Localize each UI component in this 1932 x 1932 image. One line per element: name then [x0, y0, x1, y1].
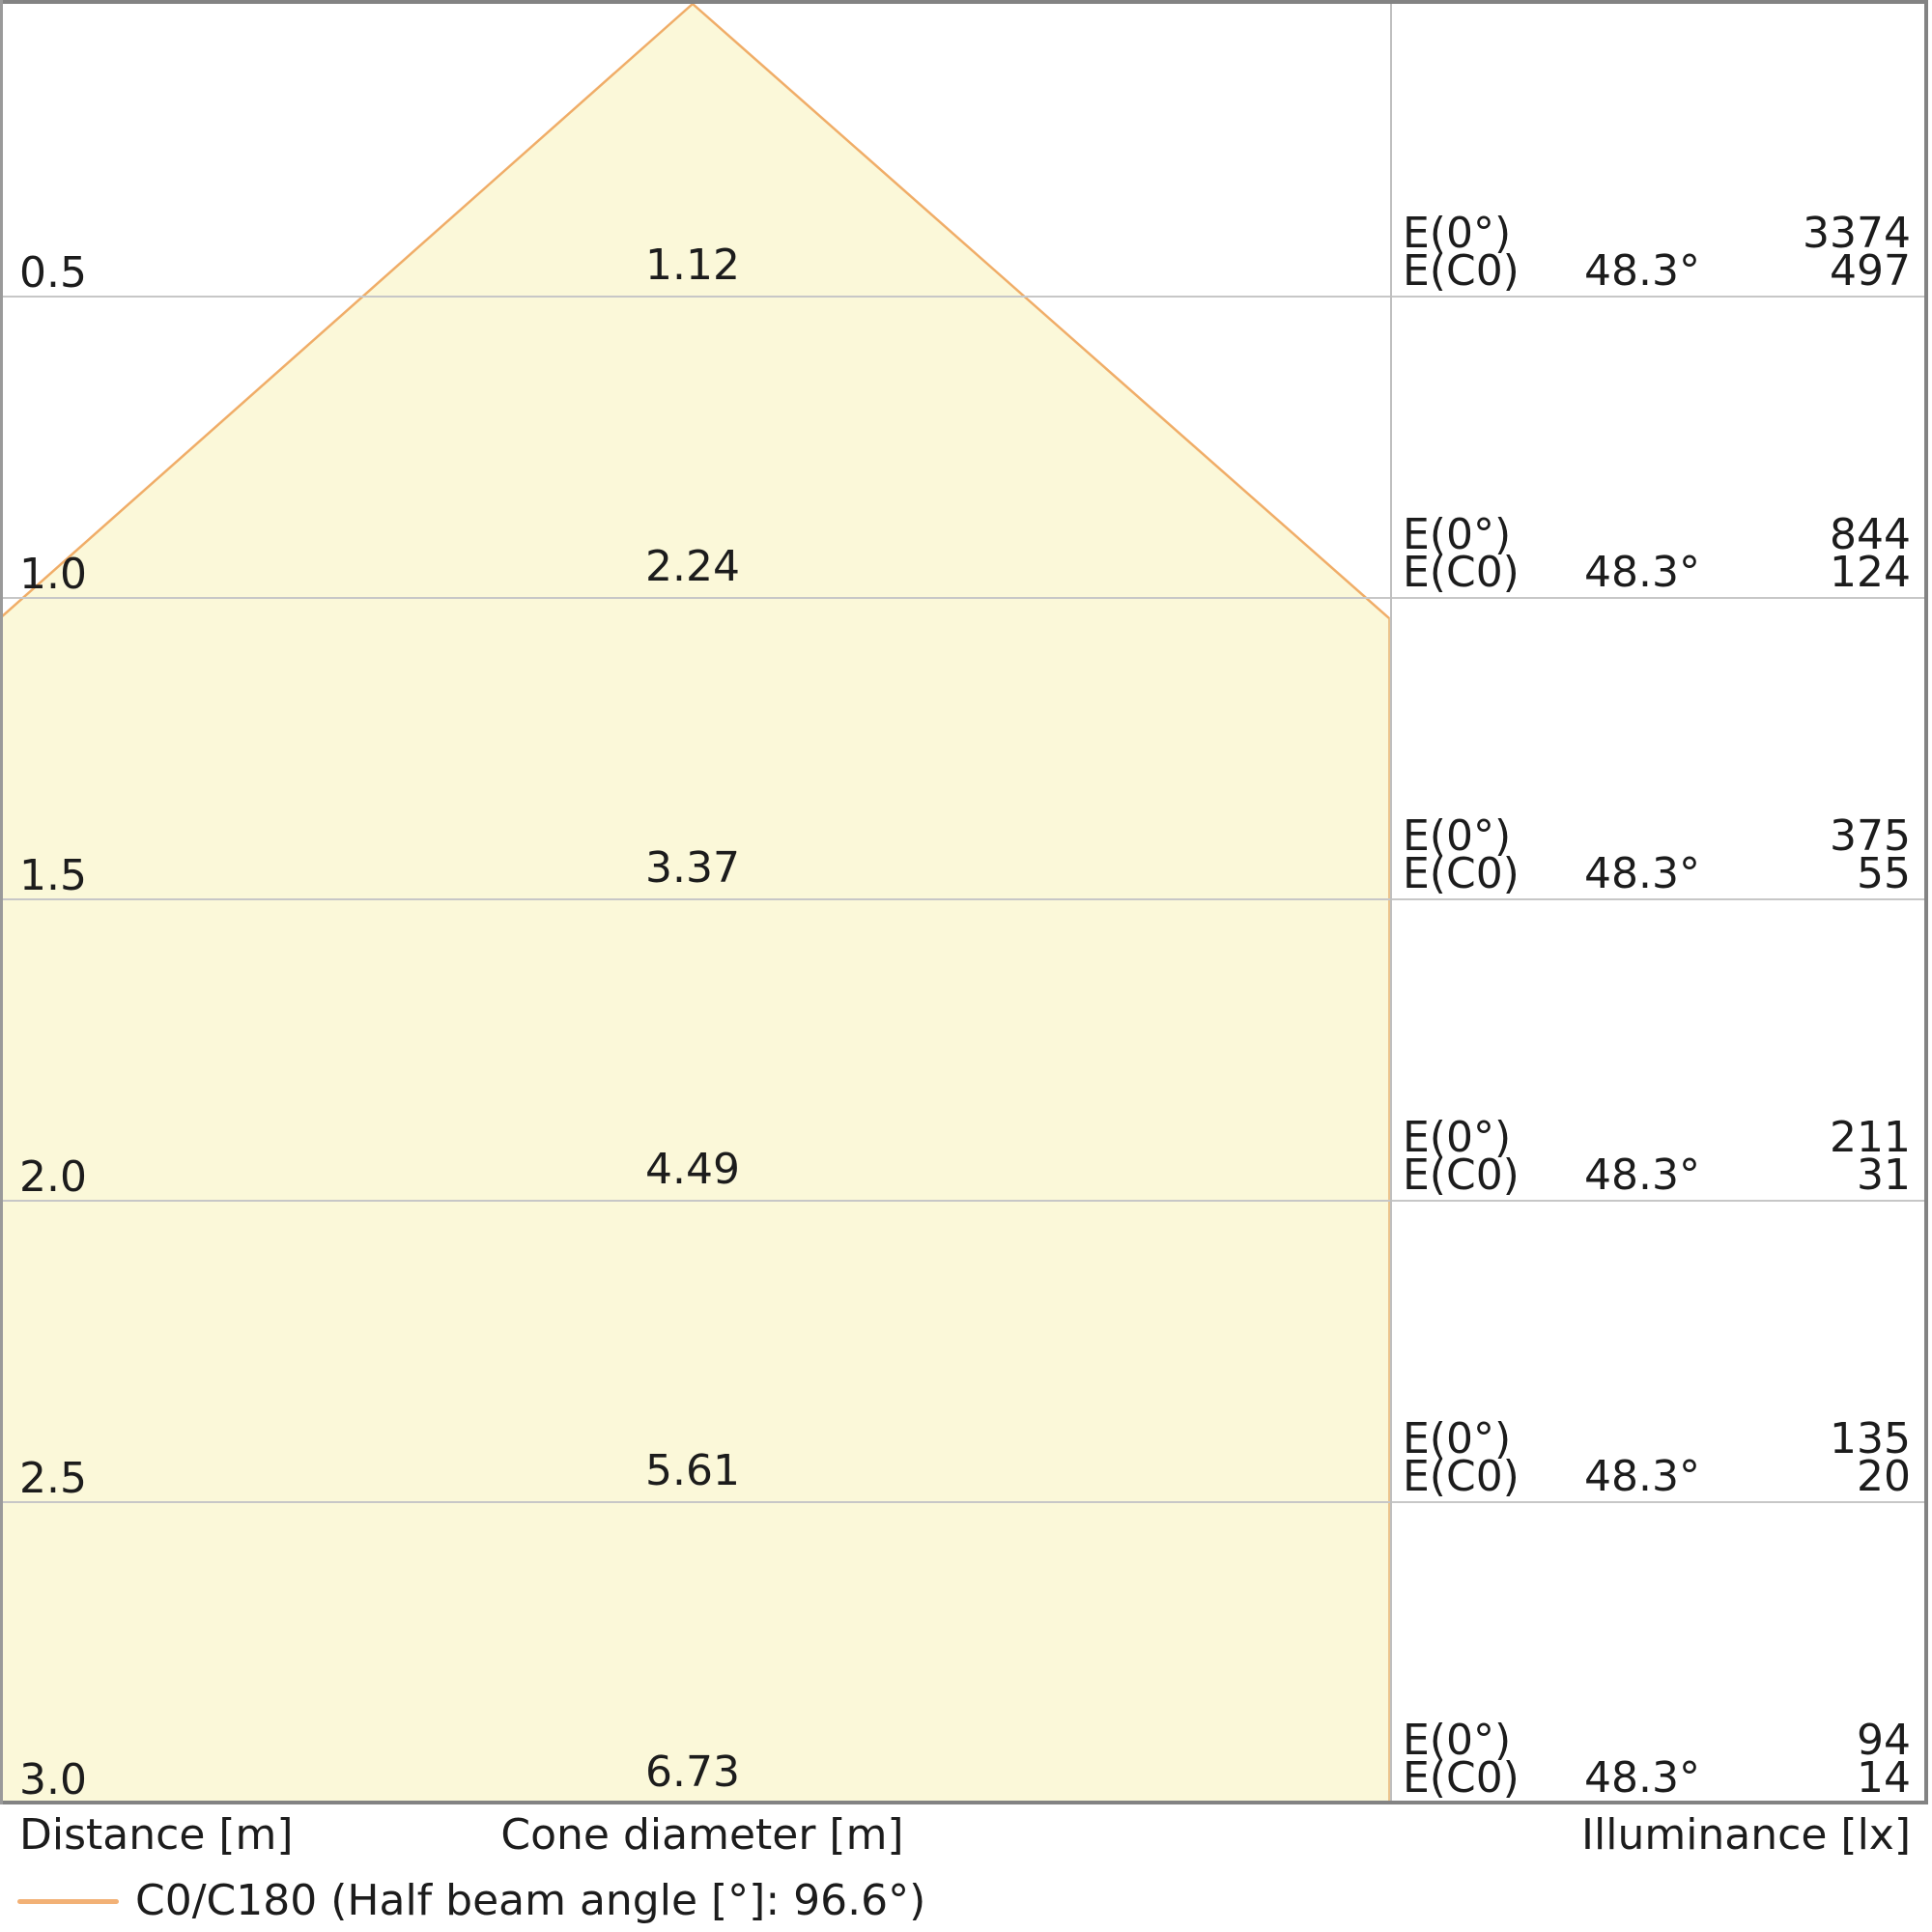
- e0-value: 135: [1830, 1414, 1911, 1463]
- ec0-value: 497: [1830, 246, 1911, 296]
- chart-border-right: [1924, 0, 1928, 1804]
- ec0-value: 55: [1857, 849, 1911, 898]
- e0-label: E(0°): [1403, 209, 1512, 258]
- ec0-label: E(C0): [1403, 246, 1520, 296]
- beam-angle-value: 48.3°: [1584, 1151, 1700, 1200]
- cone-diameter-axis-caption: Cone diameter [m]: [500, 1810, 904, 1860]
- chart-border-top: [0, 0, 1928, 4]
- ec0-label: E(C0): [1403, 548, 1520, 597]
- cone-diameter-value: 2.24: [645, 542, 740, 591]
- e0-label: E(0°): [1403, 1716, 1512, 1765]
- cone-edge-right-line: [692, 3, 1390, 619]
- beam-angle-value: 48.3°: [1584, 849, 1700, 898]
- beam-angle-value: 48.3°: [1584, 1452, 1700, 1501]
- distance-tick-label: 0.5: [19, 248, 87, 298]
- e0-value: 375: [1830, 811, 1911, 861]
- ec0-value: 31: [1857, 1151, 1911, 1200]
- ec0-label: E(C0): [1403, 1452, 1520, 1501]
- e0-label: E(0°): [1403, 1113, 1512, 1162]
- beam-angle-value: 48.3°: [1584, 548, 1700, 597]
- illuminance-axis-caption: Illuminance [lx]: [1581, 1810, 1911, 1860]
- legend-line-swatch: [17, 1899, 119, 1904]
- gridline-2-5m: [3, 1501, 1924, 1503]
- e0-value: 94: [1857, 1716, 1911, 1765]
- gridline-1-5m: [3, 898, 1924, 900]
- e0-value: 3374: [1803, 209, 1911, 258]
- cone-diameter-value: 5.61: [645, 1446, 740, 1495]
- distance-tick-label: 2.5: [19, 1454, 87, 1503]
- distance-tick-label: 1.0: [19, 550, 87, 599]
- distance-tick-label: 1.5: [19, 851, 87, 900]
- e0-value: 844: [1830, 510, 1911, 559]
- gridline-0-5m: [3, 296, 1924, 298]
- e0-label: E(0°): [1403, 811, 1512, 861]
- gridline-1-0m: [3, 597, 1924, 599]
- e0-value: 211: [1830, 1113, 1911, 1162]
- ec0-value: 14: [1857, 1753, 1911, 1803]
- ec0-label: E(C0): [1403, 1753, 1520, 1803]
- e0-label: E(0°): [1403, 510, 1512, 559]
- cone-diameter-value: 4.49: [645, 1145, 740, 1194]
- cone-diameter-value: 6.73: [645, 1747, 740, 1797]
- ec0-label: E(C0): [1403, 849, 1520, 898]
- distance-axis-caption: Distance [m]: [19, 1810, 294, 1860]
- beam-angle-value: 48.3°: [1584, 1753, 1700, 1803]
- cone-diameter-value: 3.37: [645, 843, 740, 893]
- distance-tick-label: 2.0: [19, 1152, 87, 1202]
- cone-diameter-value: 1.12: [645, 241, 740, 290]
- ec0-label: E(C0): [1403, 1151, 1520, 1200]
- ec0-value: 124: [1830, 548, 1911, 597]
- gridline-2-0m: [3, 1200, 1924, 1202]
- beam-angle-value: 48.3°: [1584, 246, 1700, 296]
- panel-divider-line: [1390, 4, 1392, 1801]
- legend-label: C0/C180 (Half beam angle [°]: 96.6°): [135, 1876, 926, 1925]
- cone-edge-left-line: [0, 3, 694, 619]
- chart-border-bottom: [0, 1801, 1928, 1804]
- e0-label: E(0°): [1403, 1414, 1512, 1463]
- distance-tick-label: 3.0: [19, 1755, 87, 1804]
- chart-border-left: [0, 0, 3, 1804]
- ec0-value: 20: [1857, 1452, 1911, 1501]
